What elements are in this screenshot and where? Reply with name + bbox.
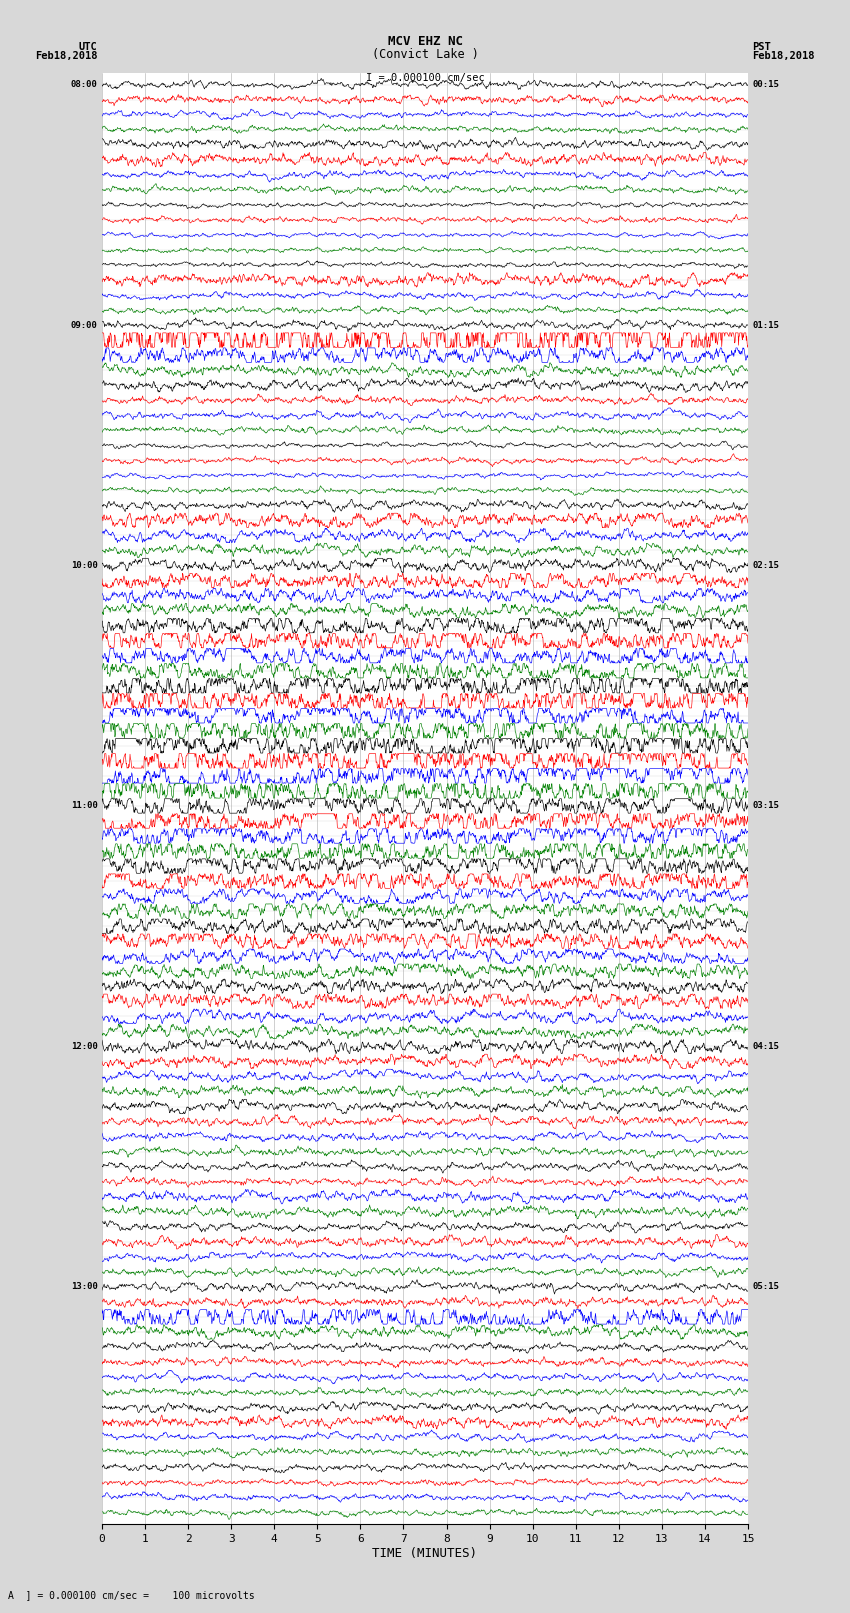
Text: 05:15: 05:15 [752, 1282, 779, 1292]
Text: I = 0.000100 cm/sec: I = 0.000100 cm/sec [366, 73, 484, 82]
Text: 03:15: 03:15 [752, 802, 779, 810]
Text: (Convict Lake ): (Convict Lake ) [371, 48, 479, 61]
Text: PST: PST [752, 42, 771, 52]
Text: UTC: UTC [79, 42, 98, 52]
Text: 09:00: 09:00 [71, 321, 98, 329]
Text: 11:00: 11:00 [71, 802, 98, 810]
Text: 08:00: 08:00 [71, 81, 98, 89]
Text: 12:00: 12:00 [71, 1042, 98, 1052]
Text: 01:15: 01:15 [752, 321, 779, 329]
Text: 00:15: 00:15 [752, 81, 779, 89]
Text: Feb18,2018: Feb18,2018 [752, 52, 815, 61]
Text: MCV EHZ NC: MCV EHZ NC [388, 35, 462, 48]
X-axis label: TIME (MINUTES): TIME (MINUTES) [372, 1547, 478, 1560]
Text: Feb18,2018: Feb18,2018 [35, 52, 98, 61]
Text: 13:00: 13:00 [71, 1282, 98, 1292]
Text: A  ] = 0.000100 cm/sec =    100 microvolts: A ] = 0.000100 cm/sec = 100 microvolts [8, 1590, 255, 1600]
Text: 04:15: 04:15 [752, 1042, 779, 1052]
Text: 02:15: 02:15 [752, 561, 779, 569]
Text: 10:00: 10:00 [71, 561, 98, 569]
